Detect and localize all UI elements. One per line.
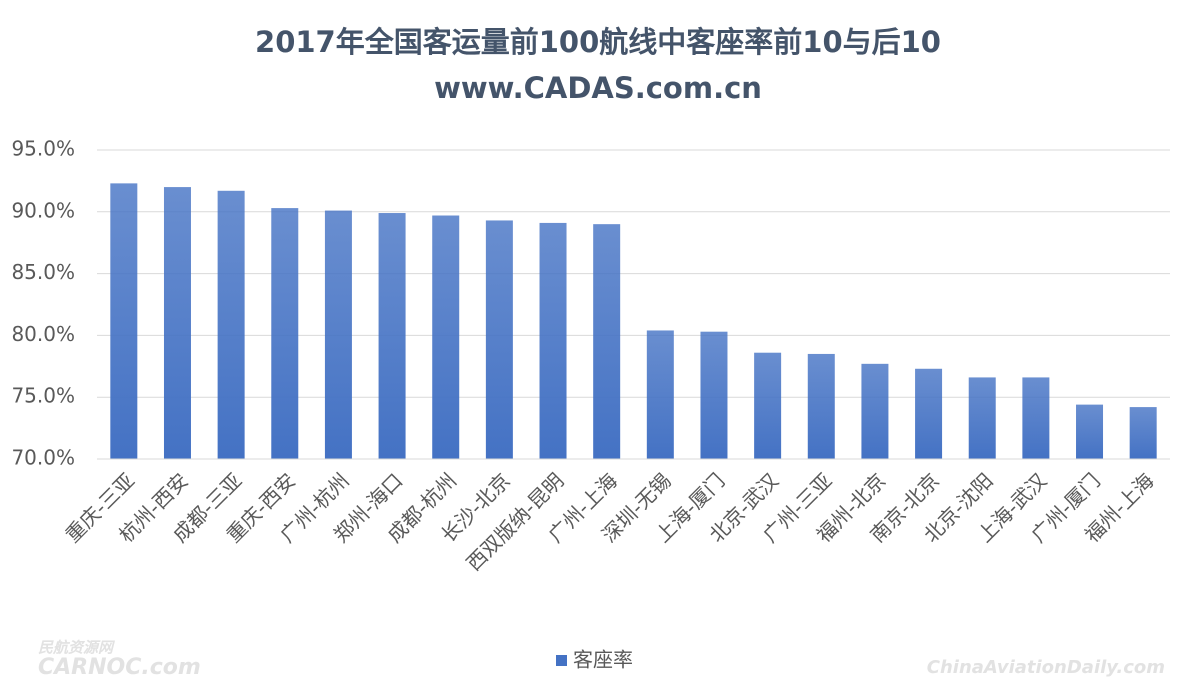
bar — [968, 377, 996, 459]
bar — [754, 352, 782, 459]
y-tick-label: 95.0% — [11, 137, 75, 161]
bar — [432, 215, 460, 459]
bar — [861, 363, 889, 459]
bar — [915, 368, 943, 459]
chart-subtitle: www.CADAS.com.cn — [434, 71, 762, 105]
y-tick-label: 85.0% — [11, 260, 75, 284]
legend-swatch — [556, 655, 567, 666]
bar — [163, 187, 191, 459]
bar — [593, 224, 621, 459]
bar — [807, 353, 835, 459]
y-tick-label: 70.0% — [11, 446, 75, 470]
bar — [1129, 407, 1157, 459]
bar — [539, 222, 567, 459]
y-tick-label: 90.0% — [11, 198, 75, 222]
bar — [1076, 404, 1104, 459]
bar — [1022, 377, 1050, 459]
bar — [271, 208, 299, 459]
y-tick-label: 80.0% — [11, 322, 75, 346]
bar — [700, 331, 728, 459]
bar — [646, 330, 674, 459]
bar — [485, 220, 513, 459]
y-tick-label: 75.0% — [11, 384, 75, 408]
legend-label: 客座率 — [573, 648, 633, 672]
watermark: CARNOC.com — [38, 655, 201, 680]
watermark: 民航资源网 — [38, 639, 116, 657]
bar — [378, 213, 406, 459]
bar — [324, 210, 352, 459]
watermark: ChinaAviationDaily.com — [927, 657, 1165, 678]
bar — [110, 183, 138, 459]
chart-title: 2017年全国客运量前100航线中客座率前10与后10 — [255, 25, 941, 59]
bar — [217, 190, 245, 459]
